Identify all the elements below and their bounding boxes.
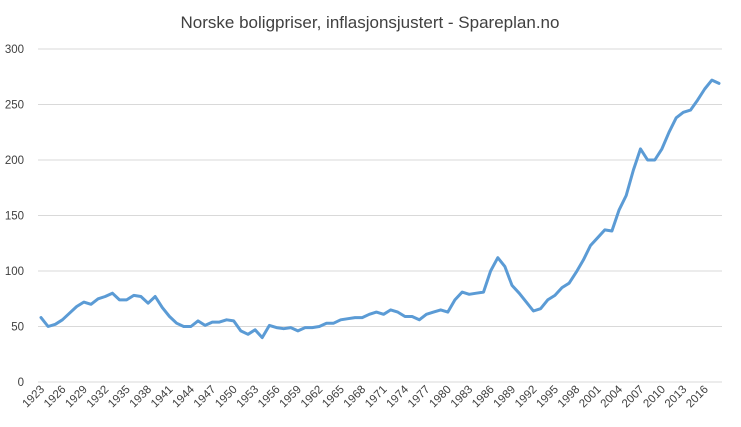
x-tick-label: 2013 (663, 384, 690, 411)
x-tick-label: 1992 (513, 384, 540, 411)
x-tick-label: 1986 (470, 384, 497, 411)
x-tick-label: 1989 (492, 384, 519, 411)
x-tick-label: 1923 (21, 384, 48, 411)
x-tick-label: 1974 (385, 383, 412, 410)
x-axis-ticks: 1923192619291932193519381941194419471950… (21, 383, 711, 410)
x-tick-label: 2001 (577, 384, 604, 411)
x-tick-label: 1941 (149, 384, 176, 411)
gridlines (38, 48, 722, 383)
x-tick-label: 1950 (213, 384, 240, 411)
x-tick-label: 1935 (106, 384, 133, 411)
series-line-0 (39, 78, 721, 340)
x-tick-label: 1995 (534, 384, 561, 411)
x-tick-label: 1926 (42, 384, 69, 411)
x-tick-label: 2004 (599, 383, 626, 410)
y-axis-ticks: 0 50 100 150 200 250 300 (5, 44, 24, 389)
x-tick-label: 1971 (363, 384, 390, 411)
y-tick-label: 300 (5, 44, 24, 56)
x-tick-label: 1968 (342, 384, 369, 411)
x-tick-label: 1998 (556, 384, 583, 411)
x-tick-label: 1962 (299, 384, 326, 411)
series-layer (39, 78, 721, 340)
y-tick-label: 250 (5, 100, 24, 112)
x-tick-label: 1938 (128, 384, 155, 411)
x-tick-label: 1929 (63, 384, 90, 411)
y-tick-label: 50 (11, 322, 24, 334)
x-tick-label: 1953 (235, 384, 262, 411)
x-tick-label: 1947 (192, 384, 219, 411)
x-tick-label: 1959 (277, 384, 304, 411)
x-tick-label: 1980 (427, 384, 454, 411)
x-tick-label: 1977 (406, 384, 433, 411)
x-tick-label: 2007 (620, 384, 647, 411)
y-tick-label: 150 (5, 211, 24, 223)
x-tick-label: 2016 (684, 384, 711, 411)
y-tick-label: 0 (18, 377, 24, 389)
x-tick-label: 1956 (256, 384, 283, 411)
x-tick-label: 1944 (170, 383, 197, 410)
x-tick-label: 1932 (85, 384, 112, 411)
chart-title: Norske boligpriser, inflasjonsjustert - … (181, 13, 560, 32)
y-tick-label: 100 (5, 266, 24, 278)
x-tick-label: 1983 (449, 384, 476, 411)
x-tick-label: 1965 (320, 384, 347, 411)
y-tick-label: 200 (5, 155, 24, 167)
x-tick-label: 2010 (641, 384, 668, 411)
